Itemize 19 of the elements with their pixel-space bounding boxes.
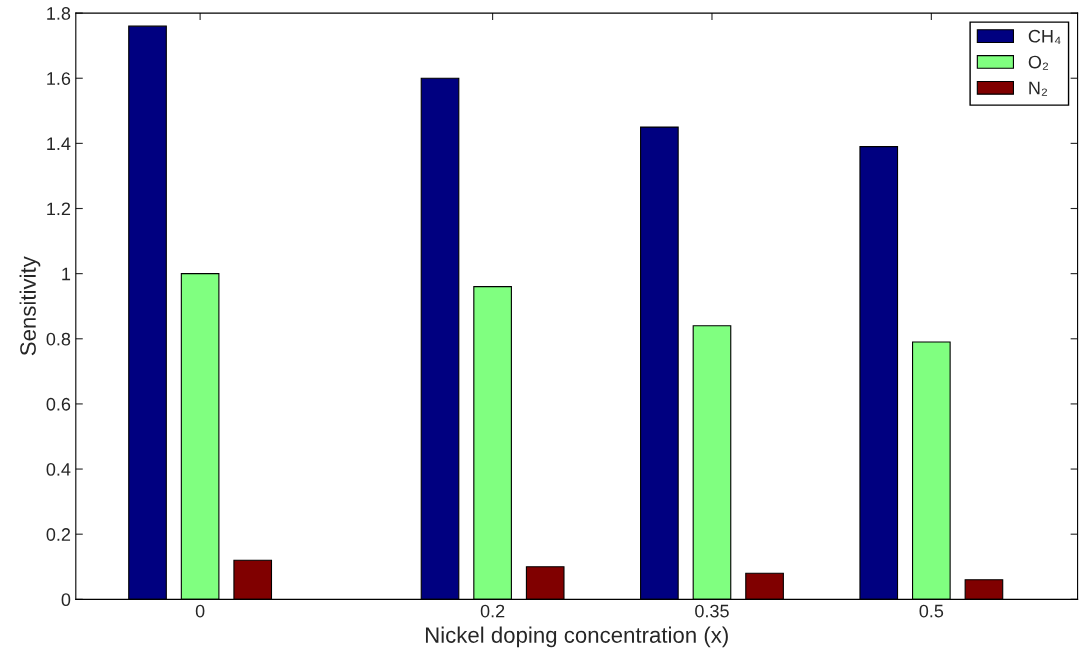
legend-label: CH₄	[1028, 29, 1061, 44]
y-tick-label: 0.6	[46, 397, 71, 411]
legend-label: N₂	[1029, 81, 1048, 96]
y-tick-label: 1	[62, 267, 71, 281]
x-tick-label: 0.35	[695, 604, 729, 618]
y-axis-title: Sensitivity	[19, 256, 41, 356]
y-tick-label: 0.2	[46, 528, 71, 541]
legend-label: O₂	[1028, 55, 1049, 70]
y-tick-label: 0.4	[46, 462, 71, 476]
x-tick-label: 0	[195, 604, 205, 618]
y-tick-label: 1.8	[47, 7, 71, 20]
y-tick-label: 1.6	[47, 72, 71, 85]
x-tick-label: 0.2	[480, 604, 505, 618]
y-tick-label: 0.8	[46, 332, 71, 346]
y-tick-label: 1.4	[47, 137, 71, 150]
y-tick-label: 0	[61, 593, 71, 607]
x-tick-label: 0.5	[919, 604, 944, 618]
y-tick-label: 1.2	[47, 202, 71, 216]
x-axis-title: Nickel doping concentration (x)	[425, 626, 728, 648]
